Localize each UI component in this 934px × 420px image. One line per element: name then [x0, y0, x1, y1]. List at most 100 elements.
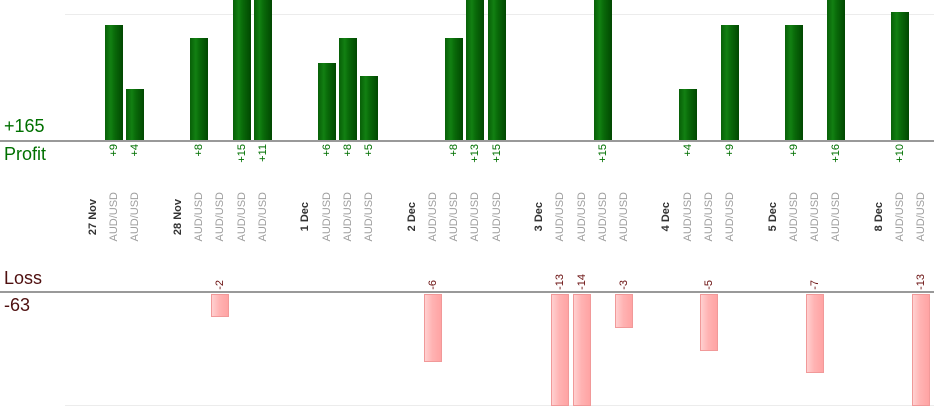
- loss-value-label: -13: [552, 274, 568, 290]
- profit-value-label-text: +9: [787, 144, 800, 157]
- date-label-text: 3 Dec: [533, 202, 546, 232]
- profit-value-label: +15: [489, 144, 505, 163]
- symbol-label: AUD/USD: [212, 183, 228, 251]
- symbol-label: AUD/USD: [913, 183, 929, 251]
- profit-value-label-text: +15: [596, 144, 609, 163]
- profit-value-label: +16: [828, 144, 844, 163]
- date-label-text: 1 Dec: [299, 202, 312, 232]
- symbol-label-text: AUD/USD: [787, 192, 800, 242]
- symbol-label: AUD/USD: [701, 183, 717, 251]
- symbol-label-text: AUD/USD: [830, 192, 843, 242]
- profit-value-label: +9: [722, 144, 738, 157]
- profit-total-label: +165: [4, 116, 45, 136]
- profit-bar: [593, 0, 612, 140]
- profit-value-label-text: +8: [193, 144, 206, 157]
- loss-value-label-text: -13: [554, 274, 567, 290]
- profit-value-label-text: +8: [341, 144, 354, 157]
- loss-bar: [615, 294, 633, 328]
- symbol-label-text: AUD/USD: [809, 192, 822, 242]
- loss-bar: [211, 294, 230, 317]
- loss-bar: [551, 294, 570, 406]
- loss-value-label: -5: [701, 280, 717, 290]
- loss-bar: [912, 294, 931, 406]
- profit-value-label-text: +4: [129, 144, 142, 157]
- profit-value-label: +8: [446, 144, 462, 157]
- profit-bar: [317, 63, 336, 140]
- symbol-label: AUD/USD: [234, 183, 250, 251]
- date-label-text: 2 Dec: [405, 202, 418, 232]
- loss-value-label: -3: [616, 280, 632, 290]
- symbol-label: AUD/USD: [319, 183, 335, 251]
- profit-value-label-text: +11: [256, 144, 269, 162]
- symbol-label-text: AUD/USD: [363, 192, 376, 242]
- symbol-label-text: AUD/USD: [596, 192, 609, 242]
- profit-bar: [105, 25, 124, 140]
- profit-bar: [338, 38, 357, 140]
- loss-value-label: -14: [574, 274, 590, 290]
- symbol-label: AUD/USD: [361, 183, 377, 251]
- symbol-label: AUD/USD: [680, 183, 696, 251]
- loss-axis-line: [0, 291, 934, 293]
- profit-bar: [466, 0, 485, 140]
- symbol-label-text: AUD/USD: [448, 192, 461, 242]
- profit-bar: [827, 0, 846, 140]
- symbol-label: AUD/USD: [574, 183, 590, 251]
- date-label: 1 Dec: [297, 183, 313, 251]
- symbol-label: AUD/USD: [616, 183, 632, 251]
- date-label: 5 Dec: [765, 183, 781, 251]
- symbol-label-text: AUD/USD: [193, 192, 206, 242]
- symbol-label-text: AUD/USD: [894, 192, 907, 242]
- symbol-label: AUD/USD: [425, 183, 441, 251]
- loss-bar: [699, 294, 718, 351]
- profit-value-label: +13: [467, 144, 483, 163]
- loss-value-label-text: -14: [575, 274, 588, 290]
- profit-value-label-text: +6: [320, 144, 333, 157]
- symbol-label: AUD/USD: [892, 183, 908, 251]
- profit-value-label: +15: [234, 144, 250, 163]
- symbol-label: AUD/USD: [595, 183, 611, 251]
- profit-bar: [487, 0, 506, 140]
- profit-bar: [784, 25, 803, 140]
- loss-value-label: -6: [425, 280, 441, 290]
- profit-value-label-text: +15: [490, 144, 503, 163]
- profit-bar: [721, 25, 740, 140]
- profit-value-label-text: +9: [724, 144, 737, 157]
- loss-axis-title: Loss: [4, 268, 43, 288]
- profit-value-label-text: +9: [108, 144, 121, 157]
- profit-value-label: +9: [106, 144, 122, 157]
- symbol-label: AUD/USD: [446, 183, 462, 251]
- profit-bar: [190, 38, 209, 140]
- symbol-label: AUD/USD: [106, 183, 122, 251]
- symbol-label: AUD/USD: [489, 183, 505, 251]
- symbol-label: AUD/USD: [127, 183, 143, 251]
- symbol-label: AUD/USD: [828, 183, 844, 251]
- date-label-text: 28 Nov: [171, 198, 184, 236]
- loss-bar: [806, 294, 825, 373]
- profit-axis-line: [0, 140, 934, 142]
- symbol-label-text: AUD/USD: [235, 192, 248, 242]
- symbol-label-text: AUD/USD: [554, 192, 567, 242]
- date-label: 8 Dec: [871, 183, 887, 251]
- symbol-label: AUD/USD: [722, 183, 738, 251]
- date-label: 4 Dec: [658, 183, 674, 251]
- loss-value-label: -13: [913, 274, 929, 290]
- profit-value-label: +11: [255, 144, 271, 162]
- symbol-label-text: AUD/USD: [256, 192, 269, 242]
- date-label-text: 8 Dec: [872, 202, 885, 232]
- profit-value-label-text: +15: [235, 144, 248, 163]
- profit-bar: [360, 76, 379, 140]
- profit-value-label: +9: [786, 144, 802, 157]
- symbol-label: AUD/USD: [191, 183, 207, 251]
- loss-value-label: -7: [807, 280, 823, 290]
- symbol-label-text: AUD/USD: [469, 192, 482, 242]
- date-label: 2 Dec: [404, 183, 420, 251]
- profit-value-label: +8: [340, 144, 356, 157]
- symbol-label-text: AUD/USD: [426, 192, 439, 242]
- profit-axis-title: Profit: [4, 144, 47, 164]
- profit-bar: [253, 0, 272, 140]
- loss-value-label-text: -3: [618, 280, 630, 290]
- symbol-label-text: AUD/USD: [724, 192, 737, 242]
- profit-bar: [232, 0, 251, 140]
- loss-value-label: -2: [212, 280, 228, 290]
- loss-value-label-text: -5: [702, 280, 715, 290]
